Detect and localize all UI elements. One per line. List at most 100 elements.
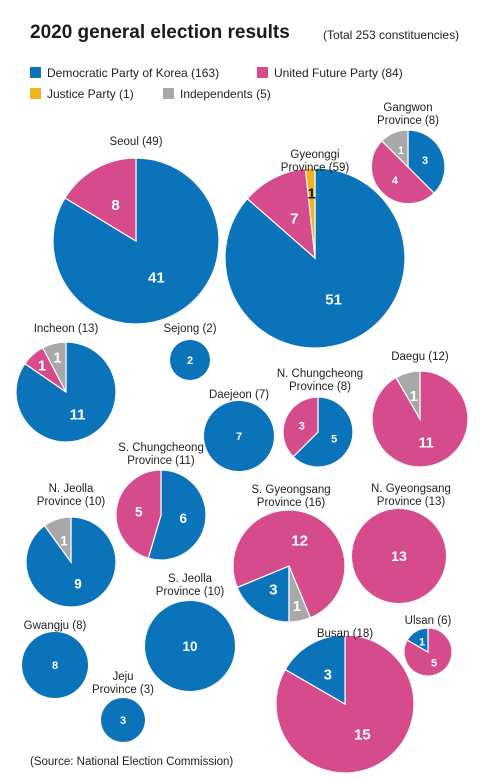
region-label-s-jeolla-line2: Province (10) (156, 586, 225, 598)
slice-seoul-dpk (52, 157, 220, 325)
slice-gyeonggi-ufp (246, 167, 316, 260)
pie-sejong: 2 (170, 340, 210, 380)
pie-busan: 15 3 (275, 634, 415, 774)
pie-s-jeolla: 10 (145, 601, 235, 691)
slice-s-jeolla-dpk (145, 601, 235, 691)
value-label-daegu-ufp: 11 (419, 435, 434, 451)
value-label-n-chungcheong-dpk: 5 (331, 434, 337, 446)
pie-n-gyeongsang: 13 (352, 509, 446, 603)
slice-n-jeolla-independent (43, 516, 72, 564)
legend-item-independent: Independents (5) (163, 87, 271, 101)
value-label-n-jeolla-dpk: 9 (74, 576, 82, 591)
slice-gyeonggi-justice (304, 167, 316, 259)
value-label-n-jeolla-independent: 1 (60, 534, 68, 549)
region-label-gangwon-line2: Province (8) (377, 115, 439, 127)
slice-s-gyeongsang-dpk (236, 565, 290, 623)
value-label-gyeonggi-ufp: 7 (290, 211, 298, 228)
value-label-daejeon-dpk: 7 (236, 431, 242, 443)
slice-n-chungcheong-dpk (292, 396, 354, 468)
slice-s-chungcheong-dpk (147, 469, 207, 561)
slice-gwangju-dpk (22, 632, 88, 698)
value-label-s-gyeongsang-independent: 1 (293, 598, 301, 615)
value-label-gwangju-dpk: 8 (52, 660, 58, 672)
region-label-n-gyeongsang-line2: Province (13) (377, 496, 446, 508)
pie-jeju: 3 (101, 698, 145, 742)
legend-swatch-independent (163, 88, 174, 99)
pie-n-jeolla: 91 (25, 516, 117, 608)
value-label-ulsan-dpk: 1 (419, 637, 425, 649)
chart-subtitle: (Total 253 constituencies) (323, 28, 460, 42)
chart-title: 2020 general election results (30, 22, 290, 43)
pie-s-gyeongsang: 3 12 1 (232, 509, 346, 623)
value-label-busan-ufp: 15 (354, 726, 371, 743)
region-label-n-gyeongsang-line1: N. Gyeongsang (371, 483, 451, 495)
region-label-s-gyeongsang-line2: Province (16) (257, 497, 326, 509)
slice-daejeon-dpk (204, 401, 274, 471)
slice-gangwon-dpk (407, 129, 446, 195)
source-note: (Source: National Election Commission) (30, 756, 234, 768)
value-label-gangwon-ufp: 4 (392, 175, 399, 187)
value-label-gyeonggi-dpk: 51 (325, 291, 342, 308)
legend-label-justice: Justice Party (1) (47, 87, 134, 101)
value-label-ulsan-ufp: 5 (431, 657, 437, 669)
slice-incheon-independent (41, 341, 67, 393)
legend-swatch-justice (30, 88, 41, 99)
legend-item-dpk: Democratic Party of Korea (163) (30, 66, 219, 80)
legend: Democratic Party of Korea (163) United F… (30, 66, 460, 106)
region-label-n-chungcheong-line2: Province (8) (289, 381, 351, 393)
legend-label-dpk: Democratic Party of Korea (163) (47, 66, 220, 80)
region-label-incheon: Incheon (13) (34, 323, 99, 335)
region-label-s-chungcheong-line1: S. Chungcheong (118, 442, 204, 454)
value-label-n-chungcheong-ufp: 3 (299, 420, 305, 432)
slice-busan-dpk (284, 634, 346, 706)
value-label-incheon-independent: 1 (53, 349, 61, 366)
value-label-n-gyeongsang-ufp: 13 (391, 548, 407, 564)
region-label-n-jeolla-line1: N. Jeolla (49, 483, 94, 495)
pie-gyeonggi: 51 71 (224, 167, 406, 349)
slice-ulsan-ufp (403, 627, 453, 677)
region-label-s-gyeongsang-line1: S. Gyeongsang (251, 484, 330, 496)
region-label-daegu: Daegu (12) (391, 351, 449, 363)
slice-n-chungcheong-ufp (282, 396, 319, 458)
region-label-s-chungcheong-line2: Province (11) (127, 455, 195, 467)
value-label-gyeonggi-justice: 1 (307, 186, 315, 203)
slice-s-gyeongsang-independent (288, 565, 312, 623)
slice-gangwon-ufp (370, 139, 436, 205)
value-label-busan-dpk: 3 (324, 667, 332, 684)
value-label-seoul-dpk: 41 (148, 270, 165, 287)
pie-s-chungcheong: 65 (115, 469, 207, 561)
region-label-ulsan: Ulsan (6) (405, 615, 452, 627)
value-label-incheon-dpk: 11 (70, 407, 86, 424)
legend-swatch-ufp (257, 67, 268, 78)
value-label-jeju-dpk: 3 (120, 715, 126, 727)
legend-item-justice: Justice Party (1) (30, 87, 134, 101)
region-label-seoul: Seoul (49) (109, 136, 162, 148)
slice-daegu-independent (395, 370, 421, 422)
slice-sejong-dpk (170, 340, 210, 380)
pie-gangwon: 3 4 1 (370, 129, 446, 205)
slice-n-gyeongsang-ufp (352, 509, 446, 603)
legend-label-ufp: United Future Party (84) (274, 66, 403, 80)
slice-s-chungcheong-ufp (115, 469, 162, 559)
region-label-jeju-line1: Jeju (112, 671, 133, 683)
legend-item-ufp: United Future Party (84) (257, 66, 403, 80)
value-label-s-gyeongsang-dpk: 3 (269, 582, 277, 599)
slice-ulsan-dpk (406, 627, 429, 654)
region-label-gyeonggi-line2: Province (59) (281, 162, 350, 174)
region-label-s-jeolla-line1: S. Jeolla (168, 573, 213, 585)
pie-n-chungcheong: 53 (282, 396, 354, 468)
slice-seoul-ufp (64, 157, 137, 243)
pie-daegu: 111 (371, 370, 469, 468)
slice-s-gyeongsang-ufp (232, 509, 346, 619)
pie-seoul: 41 8 (52, 157, 220, 325)
value-label-incheon-ufp: 1 (38, 358, 46, 375)
pie-incheon: 111 1 (15, 341, 117, 443)
value-label-s-chungcheong-ufp: 5 (135, 505, 143, 520)
pie-gwangju: 8 (22, 632, 88, 698)
legend-swatch-dpk (30, 67, 41, 78)
region-label-gangwon-line1: Gangwon (383, 102, 432, 114)
region-label-busan: Busan (18) (317, 628, 373, 640)
value-label-s-gyeongsang-ufp: 12 (291, 533, 308, 550)
region-label-gyeonggi-line1: Gyeonggi (290, 149, 339, 161)
